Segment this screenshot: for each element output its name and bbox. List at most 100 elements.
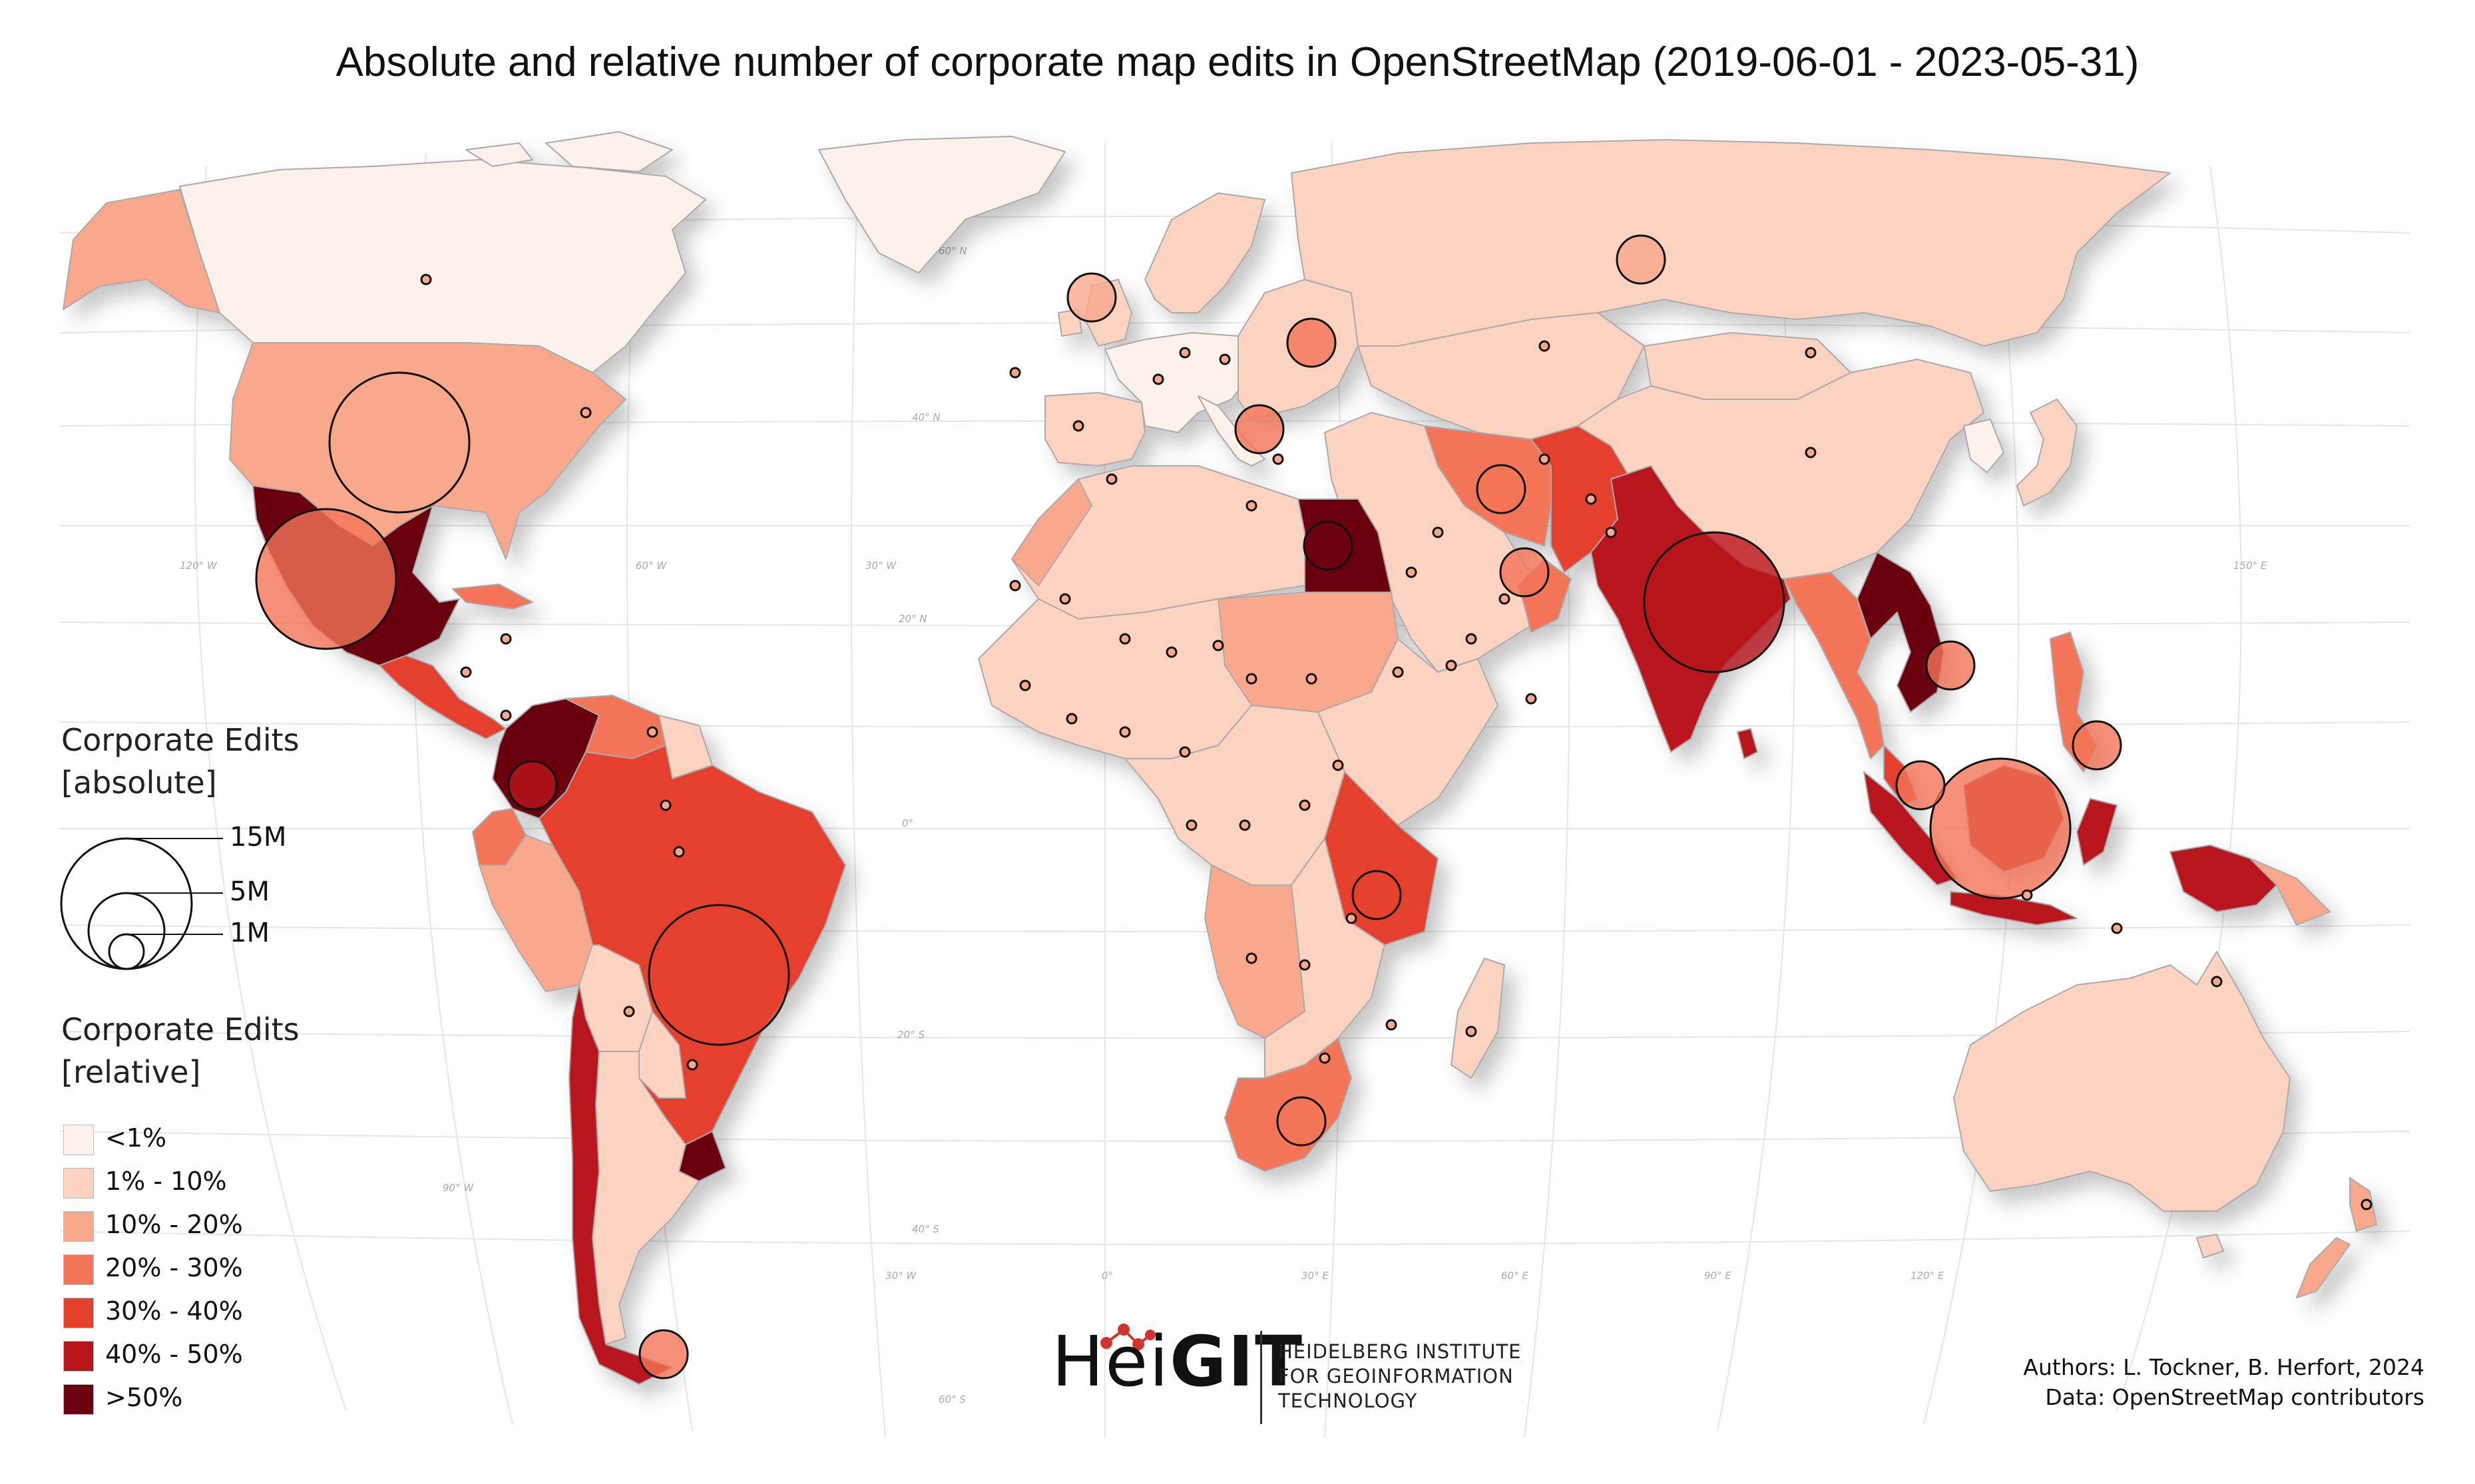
grid-label-lat: 40° N [912,411,941,423]
legend-size-label-15m: 15M [230,822,287,852]
small-edit-marker [2361,1199,2372,1210]
legend-circle-1m [108,933,145,970]
edit-marker-egypt [1303,520,1353,571]
country-cuba [452,584,533,610]
small-edit-marker [1119,633,1131,645]
legend-class-label: 40% - 50% [105,1340,243,1369]
edit-marker-iran [1476,464,1526,514]
edit-marker-tanzania [1351,870,1402,920]
edit-marker-greece [1234,404,1285,455]
country-central-america [379,655,507,739]
legend-absolute-heading: Corporate Edits [absolute] [61,719,300,804]
small-edit-marker [1245,500,1257,512]
legend-swatch [63,1168,94,1199]
small-edit-marker [1119,726,1131,738]
edit-marker-indonesia [1929,757,2072,900]
country-scandinavia [1144,192,1265,313]
edit-marker-vietnam [1925,640,1976,691]
country-india [1737,728,1758,759]
small-edit-marker [420,274,432,285]
legend-swatch [63,1254,94,1285]
small-edit-marker [1059,593,1071,605]
legend-heading-line: Corporate Edits [61,722,300,758]
small-edit-marker [1305,673,1317,685]
land [63,131,2377,1385]
edit-marker-united-arab-emirates [1499,547,1550,598]
small-edit-marker [1585,493,1597,505]
small-edit-marker [1538,340,1550,352]
small-edit-marker [1245,952,1257,964]
logo-part2: GIT [1170,1321,1304,1402]
edit-marker-ukraine [1286,317,1337,368]
small-edit-marker [1106,473,1118,485]
small-edit-marker [1525,693,1537,705]
legend-heading-line: [relative] [61,1054,201,1090]
grid-label-lon: 120° E [1911,1270,1944,1282]
legend-size-label-5m: 5M [230,876,270,907]
grid-label-lat: 60° S [939,1393,966,1405]
grid-label-lon: 60° E [1501,1270,1528,1282]
small-edit-marker [646,726,658,738]
legend-swatch [63,1211,94,1242]
small-edit-marker [1392,666,1404,678]
country-indonesia [2076,798,2118,866]
small-edit-marker [1805,347,1817,359]
country-korea [1963,419,2004,473]
small-edit-marker [2021,889,2033,901]
grid-label-lon: 90° E [1704,1270,1731,1282]
small-edit-marker [1445,659,1457,671]
country-madagascar [1451,958,1505,1079]
country-vietnam [1857,552,1944,713]
institute-line: FOR GEOINFORMATION [1278,1365,1514,1388]
legend-swatch [63,1298,94,1328]
small-edit-marker [1152,373,1164,385]
legend-heading-line: Corporate Edits [61,1012,300,1047]
country-russia [1291,139,2171,347]
grid-label-lon: 120° W [180,560,218,572]
edit-marker-brazil [648,904,790,1046]
small-edit-marker [660,799,672,811]
institute-line: TECHNOLOGY [1278,1390,1418,1412]
legend-swatch [63,1125,94,1155]
country-papua-new-guinea [2249,858,2331,926]
legend-class-label: <1% [105,1123,167,1153]
edit-marker-philippines [2072,720,2122,771]
heigit-logo: HeiGIT [1052,1321,1303,1402]
small-edit-marker [1239,819,1251,831]
edit-marker-united-states [328,371,471,514]
legend-relative-heading: Corporate Edits [relative] [61,1008,300,1093]
small-edit-marker [1432,526,1444,538]
small-edit-marker [1072,420,1084,432]
country-indonesia [1863,771,1958,886]
legend-circle-5m [87,892,166,970]
small-edit-marker [2111,922,2123,934]
small-edit-marker [1186,819,1198,831]
small-edit-marker [623,1006,635,1018]
small-edit-marker [1272,453,1284,465]
country-saharan-africa [978,598,1252,759]
grid-label-lon: 30° W [885,1270,917,1282]
small-edit-marker [673,846,685,858]
legend-class-label: >50% [105,1383,183,1412]
country-morocco [1011,478,1092,586]
small-edit-marker [1179,746,1191,758]
small-edit-marker [1385,1019,1397,1031]
edit-markers [255,234,2372,1380]
legend-class-label: 1% - 10% [105,1167,227,1196]
edit-marker-united-kingdom [1066,272,1117,323]
small-edit-marker [1219,353,1231,365]
small-edit-marker [500,633,512,645]
grid-label-lon: 0° [1102,1270,1113,1282]
country-australia [1953,951,2291,1212]
edit-marker-india [1643,531,1785,673]
edit-marker-colombia [507,760,558,811]
legend-heading-line: [absolute] [61,765,217,801]
small-edit-marker [1345,912,1357,924]
country-australia [2196,1234,2224,1258]
grid-labels: 60° N 40° N 20° N 0° 20° S 40° S 60° S 1… [180,245,2267,1405]
small-edit-marker [1019,679,1031,691]
country-canada [465,142,533,167]
grid-label-lat: 20° S [897,1029,925,1041]
small-edit-marker [1405,566,1417,578]
